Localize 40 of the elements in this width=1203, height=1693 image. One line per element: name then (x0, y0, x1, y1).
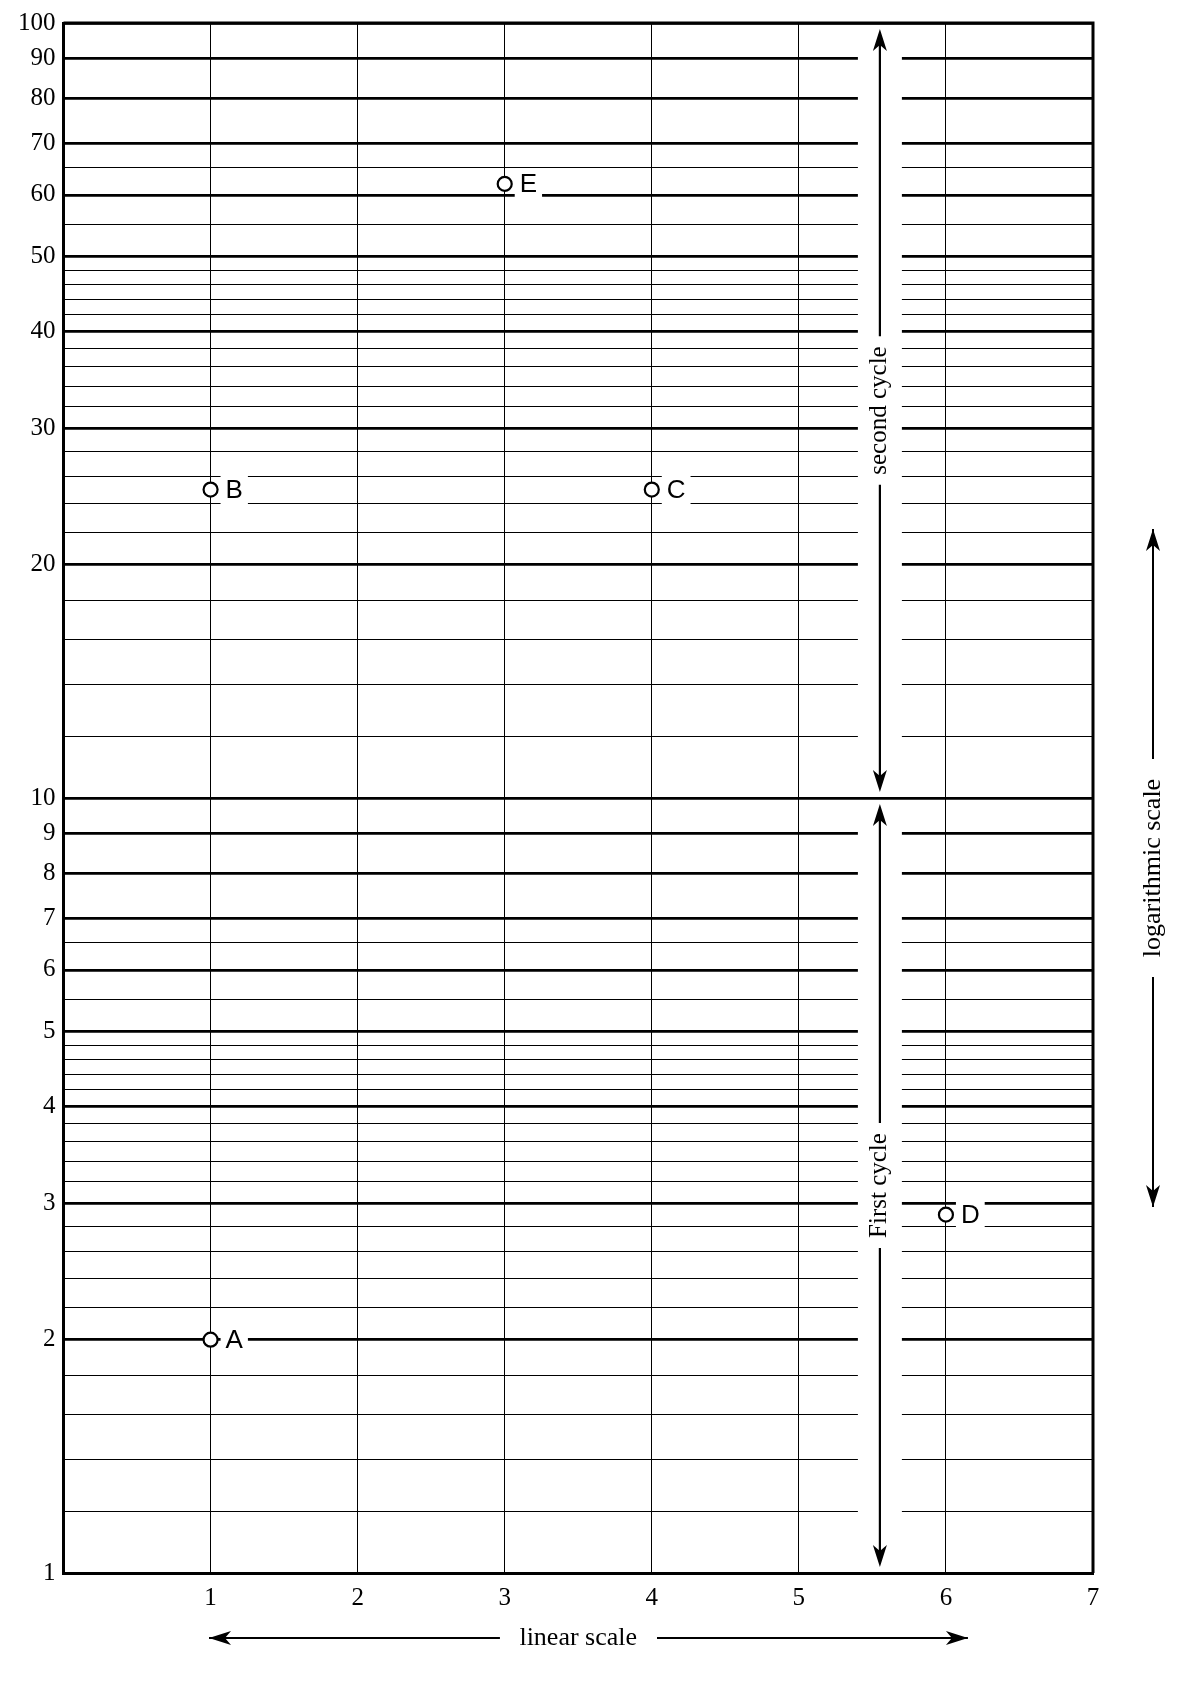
y-tick-label: 4 (43, 1090, 56, 1118)
y-tick-label: 3 (43, 1187, 56, 1215)
y-tick-label: 40 (30, 315, 56, 343)
y-tick-label: 90 (30, 43, 56, 71)
x-axis-title: linear scale (519, 1621, 638, 1651)
x-tick-label: 3 (498, 1582, 511, 1610)
y-tick-label: 2 (43, 1324, 56, 1352)
point (937, 1206, 955, 1223)
annotation: A (225, 1323, 244, 1354)
y-tick-label: 6 (43, 954, 56, 982)
x-tick-label: 5 (792, 1582, 806, 1610)
y-axis-title: logarithmic scale (1136, 778, 1166, 958)
point (496, 175, 513, 192)
annotation: B (225, 473, 243, 504)
band-label: second cycle (864, 346, 892, 475)
y-tick-label: 30 (30, 412, 56, 440)
y-tick-label: 8 (43, 857, 56, 885)
annotation: D (960, 1198, 980, 1229)
x-tick-label: 4 (645, 1582, 659, 1610)
y-tick-label: 80 (30, 82, 56, 110)
y-tick-label: 9 (43, 818, 56, 846)
y-tick-label: 60 (30, 179, 56, 207)
y-tick-label: 100 (18, 7, 56, 35)
x-tick-label: 1 (204, 1582, 217, 1610)
y-tick-label: 50 (30, 240, 56, 268)
x-tick-label: 7 (1086, 1582, 1100, 1610)
y-tick-label: 70 (30, 127, 56, 155)
y-tick-label: 20 (30, 549, 56, 577)
y-tick-label: 7 (43, 902, 56, 930)
y-tick-label: 10 (30, 782, 56, 810)
annotation: E (519, 168, 538, 199)
point (202, 1331, 219, 1348)
point (643, 481, 660, 498)
y-tick-label: 5 (43, 1015, 56, 1043)
y-tick-label: 1 (43, 1557, 56, 1585)
x-tick-label: 2 (351, 1582, 364, 1610)
point (202, 481, 219, 498)
x-tick-label: 6 (939, 1582, 953, 1610)
annotation: C (666, 473, 686, 504)
band-label: First cycle (864, 1133, 892, 1238)
